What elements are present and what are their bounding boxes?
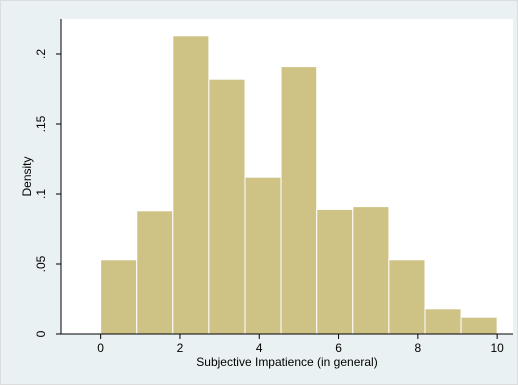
histogram-bar-4	[208, 78, 246, 335]
y-tick-label: .1	[34, 189, 48, 199]
x-tick-label: 2	[177, 341, 184, 355]
y-tick-label: .05	[34, 255, 48, 272]
histogram-bar-3	[172, 35, 210, 335]
y-axis-title: Density	[20, 156, 34, 196]
histogram-bar-1	[100, 259, 138, 335]
axes-group: 0 .05 .1 .15 .2 0 2 4 6 8 10	[34, 19, 513, 355]
x-tick-label: 10	[490, 341, 504, 355]
bars-group	[100, 35, 498, 335]
histogram-bar-5	[244, 176, 282, 335]
x-tick-label: 0	[97, 341, 104, 355]
histogram-bar-11	[460, 316, 498, 335]
histogram-bar-6	[280, 66, 318, 335]
histogram-bar-7	[316, 208, 354, 335]
x-tick-label: 6	[335, 341, 342, 355]
histogram-bar-8	[352, 206, 390, 335]
y-tick-label: .15	[34, 115, 48, 132]
histogram-bar-2	[136, 210, 174, 335]
x-axis-title: Subjective Impatience (in general)	[196, 355, 377, 369]
x-tick-label: 4	[256, 341, 263, 355]
y-tick-label: .2	[34, 49, 48, 59]
histogram-bar-9	[388, 259, 426, 335]
x-tick-label: 8	[414, 341, 421, 355]
y-tick-label: 0	[34, 330, 48, 337]
histogram-bar-10	[424, 308, 462, 335]
